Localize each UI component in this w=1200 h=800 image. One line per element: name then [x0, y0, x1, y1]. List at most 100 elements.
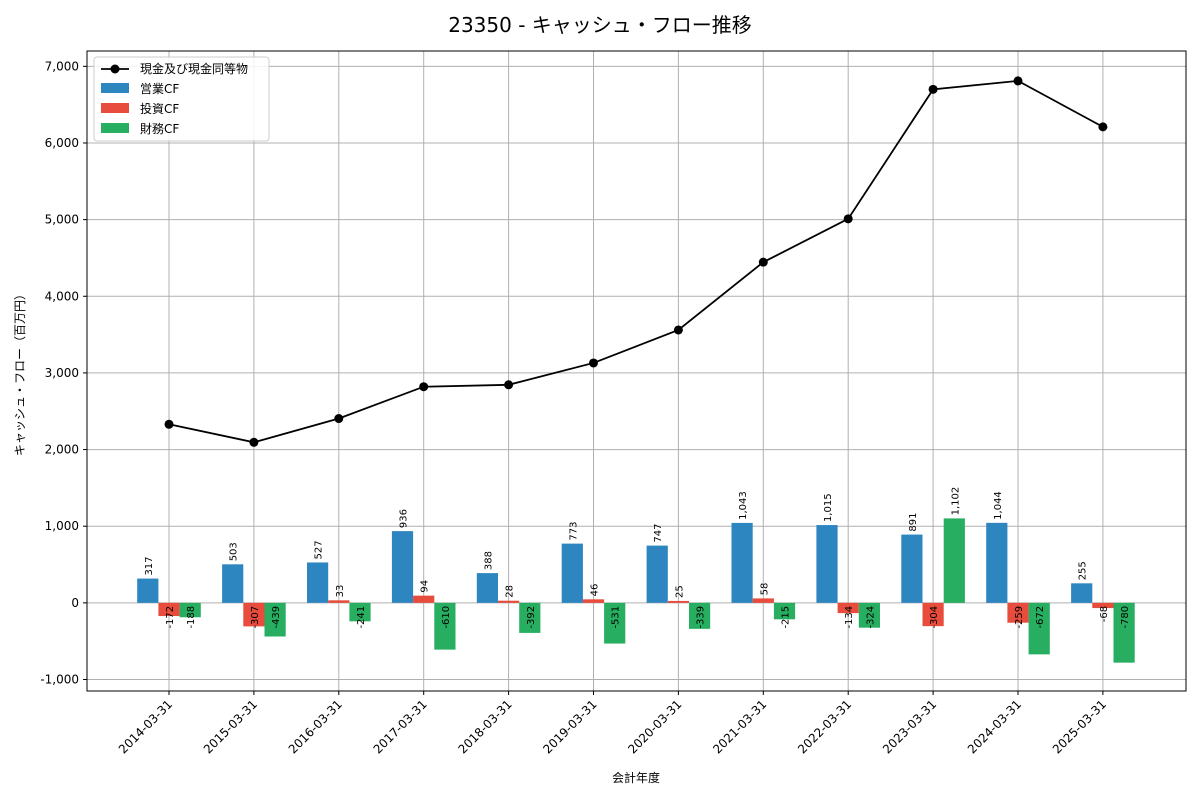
- bar-financing: [349, 602, 371, 622]
- bar-value-label: 255: [1078, 561, 1089, 580]
- cash-line-point: [249, 437, 259, 447]
- bar-investing: [837, 602, 859, 614]
- bar-financing: [858, 602, 880, 628]
- bar-value-label: -439: [271, 606, 282, 629]
- cash-line-point: [843, 214, 853, 224]
- bar-financing: [519, 602, 541, 633]
- bar-operating: [986, 522, 1008, 603]
- bar-value-label: 94: [420, 580, 431, 593]
- bar-value-label: 1,102: [950, 487, 961, 516]
- bar-value-label: -188: [186, 606, 197, 629]
- bar-financing: [604, 602, 626, 644]
- bar-investing: [243, 602, 265, 627]
- x-tick-label: 2022-03-31: [795, 697, 854, 756]
- axes: -1,000 0 1,000 2,000 3,000 4,000 5,000 6,000 7,0…: [40, 59, 1109, 756]
- bar-operating: [1071, 583, 1093, 603]
- bar-value-label: -324: [865, 606, 876, 629]
- bar-financing: [264, 602, 286, 637]
- legend-swatch: [101, 83, 129, 93]
- cash-line-point: [419, 382, 429, 392]
- bar-value-label: -610: [441, 606, 452, 629]
- y-tick-label: 6,000: [45, 136, 79, 150]
- y-tick-label: 5,000: [45, 213, 79, 227]
- bar-operating: [731, 522, 753, 603]
- bar-value-label: -672: [1035, 606, 1046, 629]
- bar-value-label: -68: [1099, 606, 1110, 622]
- cash-line-point: [504, 380, 514, 390]
- bar-value-label: -531: [611, 606, 622, 629]
- bars: [137, 518, 1135, 663]
- bar-investing: [922, 602, 944, 627]
- bar-value-label: 317: [144, 556, 155, 575]
- bar-financing: [179, 602, 201, 618]
- bar-value-label: -134: [844, 606, 855, 629]
- bar-financing: [773, 602, 796, 620]
- bar-operating: [476, 573, 498, 603]
- bar-investing: [752, 598, 774, 603]
- bar-value-label: 1,043: [738, 491, 749, 520]
- x-tick-label: 2016-03-31: [286, 697, 345, 756]
- bar-investing: [413, 595, 435, 603]
- bar-investing: [498, 600, 520, 603]
- legend-label: 投資CF: [140, 101, 179, 116]
- bar-operating: [137, 578, 159, 603]
- bar-value-label: -304: [929, 606, 940, 629]
- cash-line-point: [758, 257, 768, 267]
- x-tick-label: 2015-03-31: [201, 697, 260, 756]
- y-axis-label: キャッシュ・フロー（百万円）: [13, 288, 27, 456]
- cash-line-point: [164, 419, 174, 429]
- bar-value-label: 1,015: [823, 493, 834, 522]
- bar-financing: [943, 518, 965, 603]
- x-tick-label: 2018-03-31: [456, 697, 515, 756]
- bar-value-label: 773: [568, 522, 579, 541]
- bar-investing: [582, 599, 605, 603]
- bar-financing: [689, 602, 711, 629]
- bar-investing: [158, 602, 180, 617]
- bar-operating: [391, 531, 414, 603]
- bar-investing: [667, 600, 689, 603]
- legend-label: 営業CF: [140, 82, 179, 96]
- cash-line-point: [334, 414, 344, 424]
- cash-line: [164, 76, 1108, 447]
- bar-value-label: -339: [696, 606, 707, 629]
- x-tick-label: 2023-03-31: [880, 697, 939, 756]
- bar-value-label: 891: [908, 512, 919, 531]
- x-tick-label: 2024-03-31: [965, 697, 1024, 756]
- grid-lines: [87, 51, 1186, 691]
- chart-title: 23350 - キャッシュ・フロー推移: [448, 13, 752, 37]
- bar-operating: [646, 545, 668, 603]
- plot-frame: [86, 50, 1187, 692]
- bar-investing: [1092, 602, 1114, 609]
- bar-value-label: -307: [250, 606, 261, 629]
- y-tick-label: 0: [71, 596, 79, 610]
- y-tick-label: 3,000: [45, 366, 79, 380]
- bar-financing: [1113, 602, 1135, 663]
- legend-box: [93, 56, 270, 142]
- bar-value-label: 388: [483, 551, 494, 570]
- bar-operating: [561, 543, 583, 603]
- bar-value-label: -241: [356, 606, 367, 629]
- x-tick-label: 2020-03-31: [625, 697, 684, 756]
- legend-line-dot: [110, 64, 120, 74]
- bar-value-label: 527: [314, 540, 325, 559]
- bar-labels: 317 503 527 936 388 773 747 1,043 1,015 891 1,044 2…: [144, 487, 1131, 629]
- bar-financing: [434, 602, 456, 650]
- y-tick-label: -1,000: [40, 673, 79, 687]
- bar-operating: [816, 525, 838, 603]
- y-tick-label: 2,000: [45, 443, 79, 457]
- cash-line-point: [673, 325, 683, 335]
- bar-value-label: 33: [335, 585, 346, 598]
- bar-value-label: 25: [674, 585, 685, 598]
- bar-value-label: 503: [229, 542, 240, 561]
- x-tick-label: 2014-03-31: [116, 697, 175, 756]
- legend-swatch: [101, 103, 129, 113]
- x-tick-label: 2021-03-31: [710, 697, 769, 756]
- cash-line-point: [928, 84, 938, 94]
- bar-operating: [222, 564, 244, 603]
- bar-operating: [307, 562, 329, 603]
- bar-value-label: -259: [1014, 606, 1025, 629]
- bar-value-label: -392: [526, 606, 537, 629]
- x-tick-label: 2019-03-31: [540, 697, 599, 756]
